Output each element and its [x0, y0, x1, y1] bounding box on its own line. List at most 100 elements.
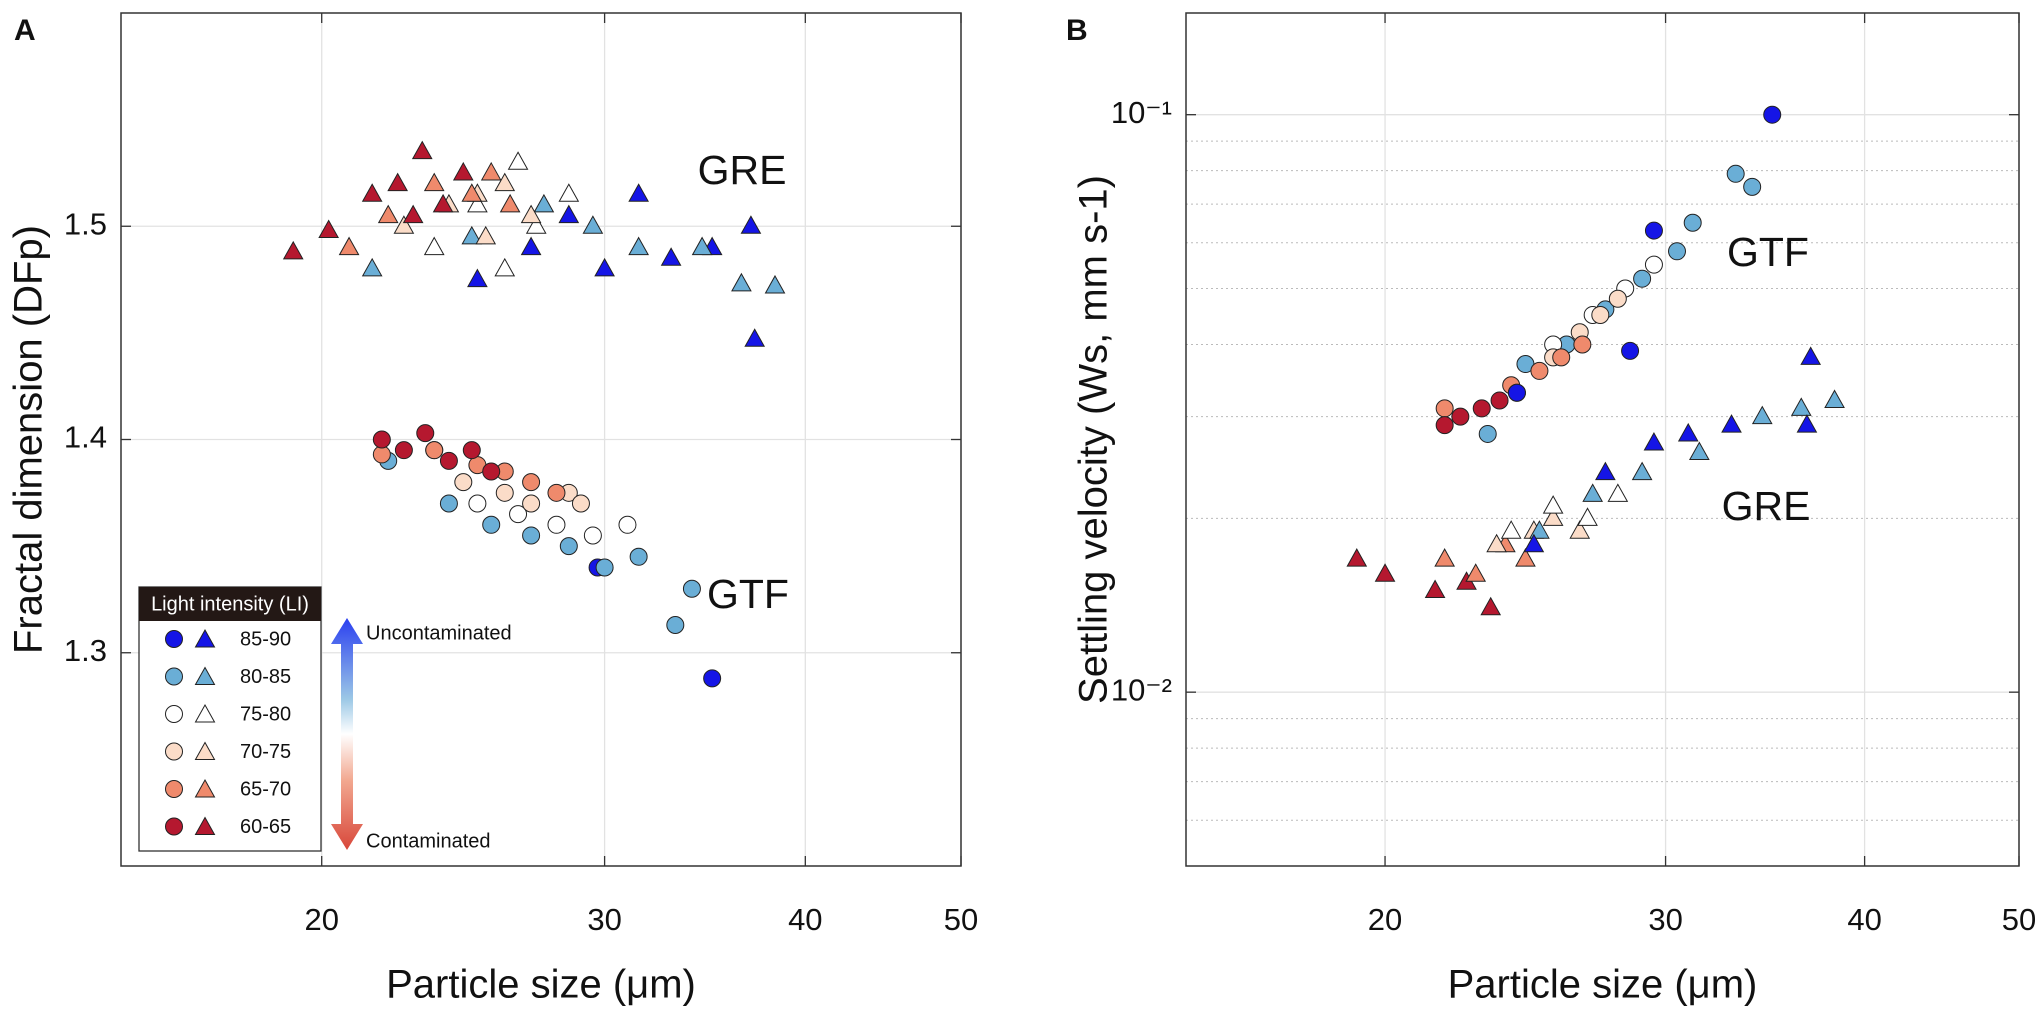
point — [1542, 507, 1564, 526]
point — [547, 515, 566, 534]
point — [522, 526, 541, 545]
point — [507, 151, 529, 170]
point — [1486, 533, 1507, 553]
point — [629, 547, 648, 566]
point — [1434, 548, 1456, 567]
legend-label: 70-75 — [240, 741, 291, 763]
y-axis-label: Settling velocity (Ws, mm s-1) — [1072, 175, 1116, 704]
annotation: GRE — [1722, 483, 1811, 529]
point — [731, 272, 752, 292]
point — [691, 236, 713, 256]
legend-label: 85-90 — [240, 628, 291, 650]
point — [402, 204, 424, 224]
point — [1631, 461, 1653, 481]
point — [338, 236, 360, 256]
point — [423, 236, 445, 256]
legend-marker — [194, 703, 216, 723]
point — [1683, 213, 1702, 232]
panel-label: A — [14, 14, 36, 47]
point — [423, 172, 445, 192]
point — [1643, 432, 1665, 451]
point — [1472, 399, 1491, 418]
x-tick-label: 40 — [788, 902, 822, 937]
point — [432, 193, 454, 213]
point — [1465, 563, 1487, 582]
point — [499, 193, 521, 213]
point — [1424, 579, 1446, 598]
point — [1515, 548, 1536, 567]
point — [1542, 495, 1564, 514]
point — [1796, 414, 1818, 433]
x-axis-label: Particle size (μm) — [386, 963, 696, 1007]
plot-frame — [1185, 12, 2020, 867]
point — [1595, 461, 1616, 481]
point — [525, 215, 547, 234]
arrow-label: Contaminated — [366, 830, 491, 852]
point — [594, 257, 615, 277]
point — [1530, 361, 1549, 380]
y-axis-label: Fractal dimension (DFp) — [7, 225, 51, 654]
arrow-label: Uncontaminated — [366, 622, 512, 644]
point — [764, 274, 786, 294]
y-tick-label: 10⁻¹ — [1111, 95, 1172, 130]
point — [740, 215, 762, 234]
point — [393, 215, 415, 234]
x-axis-label: Particle size (μm) — [1448, 963, 1758, 1007]
legend-title: Light intensity (LI) — [151, 593, 309, 615]
legend-marker — [194, 666, 216, 685]
y-tick-label: 1.5 — [64, 206, 107, 241]
gradient-arrow — [331, 618, 363, 850]
legend-label: 65-70 — [240, 778, 291, 800]
point — [1435, 416, 1454, 435]
point — [452, 161, 474, 181]
point — [425, 441, 444, 460]
point — [1668, 242, 1687, 261]
point — [454, 473, 473, 492]
point — [1478, 424, 1497, 443]
point — [494, 257, 516, 277]
point — [666, 616, 685, 635]
point — [558, 183, 580, 202]
point — [1721, 414, 1742, 433]
panel-label: B — [1066, 14, 1088, 47]
point — [461, 183, 483, 202]
point — [1500, 520, 1522, 539]
point — [1688, 441, 1710, 461]
point — [1763, 105, 1782, 124]
point — [522, 473, 541, 492]
legend-label: 80-85 — [240, 666, 291, 688]
point — [1480, 596, 1502, 616]
legend-marker — [194, 741, 216, 760]
point — [495, 483, 514, 502]
plot-frame — [120, 12, 962, 867]
point — [361, 257, 383, 277]
point — [394, 441, 413, 460]
annotation: GTF — [707, 571, 789, 617]
point — [520, 236, 542, 256]
point — [468, 494, 487, 513]
x-tick-label: 30 — [587, 902, 621, 937]
annotation: GRE — [698, 147, 787, 193]
point — [558, 204, 580, 224]
x-tick-label: 20 — [1368, 902, 1402, 937]
point — [1346, 548, 1368, 567]
point — [1726, 164, 1745, 183]
point — [628, 236, 649, 256]
point — [595, 558, 614, 577]
x-tick-label: 40 — [1847, 902, 1881, 937]
point — [1800, 346, 1822, 365]
point — [1573, 335, 1592, 354]
point — [1607, 483, 1629, 502]
point — [416, 424, 435, 443]
legend-marker — [165, 817, 183, 836]
point — [571, 494, 590, 513]
legend-marker — [194, 816, 216, 835]
point — [628, 183, 649, 202]
point — [318, 219, 340, 239]
point — [1451, 407, 1470, 426]
point — [703, 669, 722, 688]
legend-marker — [165, 742, 183, 761]
point — [1751, 405, 1773, 425]
legend-box — [138, 586, 322, 852]
